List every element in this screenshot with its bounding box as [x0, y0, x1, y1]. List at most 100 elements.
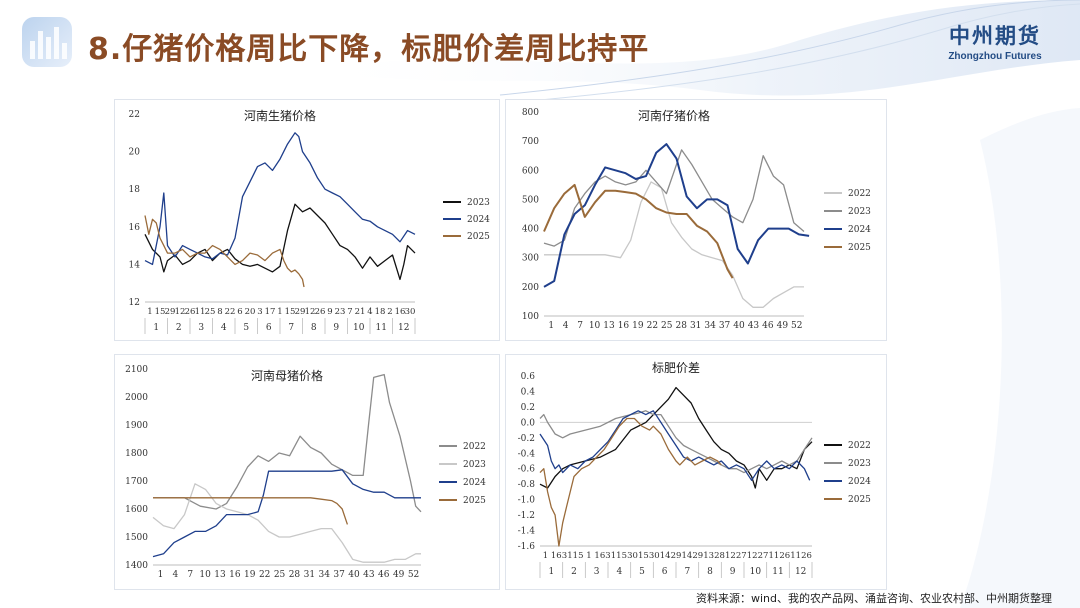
- x-tick-label: 16: [229, 570, 241, 580]
- legend-label-2025: 2025: [467, 232, 490, 242]
- y-tick-label: -0.4: [518, 449, 536, 459]
- chart-panel-spread: 标肥价差 -1.6 -1.4 -1.2 -1.0 -0.8 -0.6 -0.4 -0.2 0.0 0…: [505, 354, 887, 590]
- legend-label-2023: 2023: [848, 207, 871, 217]
- source-note: 资料来源：wind、我的农产品网、涌益咨询、农业农村部、中州期货整理: [695, 592, 1052, 605]
- x-tick-label: 10: [199, 570, 211, 580]
- x-tick-label: 37: [333, 570, 345, 580]
- y-tick-label: 2000: [125, 393, 148, 403]
- x-tick-label: 25: [274, 570, 286, 580]
- x-tick-label: 14: [660, 551, 671, 561]
- x-tick-label: 16: [618, 321, 630, 331]
- y-tick-label: -1.0: [518, 496, 536, 506]
- page-title: 8.仔猪价格周比下降，标肥价差周比持平: [88, 32, 650, 67]
- x-tick-label: 19: [632, 321, 644, 331]
- month-label: 10: [353, 323, 365, 333]
- x-tick-label: 30: [405, 307, 416, 317]
- legend-label-2022: 2022: [848, 441, 871, 451]
- x-tick-label: 10: [589, 321, 601, 331]
- x-tick-label: 13: [603, 321, 615, 331]
- x-tick-label: 4: [367, 307, 372, 317]
- month-label: 2: [176, 323, 182, 333]
- y-tick-label: 0.2: [521, 403, 535, 413]
- legend-label-2025: 2025: [848, 495, 871, 505]
- x-tick-label: 22: [647, 321, 658, 331]
- x-tick-label: 29: [692, 551, 703, 561]
- y-tick-label: -1.4: [518, 527, 536, 537]
- x-tick-label: 12: [725, 551, 736, 561]
- x-tick-label: 15: [638, 551, 649, 561]
- series-line-2025: [543, 183, 734, 279]
- x-tick-label: 22: [225, 307, 236, 317]
- y-tick-label: 0.0: [521, 418, 536, 428]
- x-tick-label: 52: [791, 321, 802, 331]
- x-tick-label: 22: [259, 570, 270, 580]
- y-tick-label: -0.8: [518, 480, 536, 490]
- series-line-2024: [539, 410, 811, 481]
- x-tick-label: 30: [649, 551, 660, 561]
- x-tick-label: 19: [244, 570, 256, 580]
- x-tick-label: 7: [577, 321, 583, 331]
- x-tick-label: 49: [777, 321, 789, 331]
- legend-label-2022: 2022: [463, 442, 486, 452]
- legend-label-2025: 2025: [848, 243, 871, 253]
- y-tick-label: -1.2: [518, 511, 535, 521]
- x-tick-label: 34: [318, 570, 330, 580]
- x-tick-label: 1: [277, 307, 282, 317]
- series-line-2025: [539, 417, 722, 547]
- x-tick-label: 2: [387, 307, 392, 317]
- x-tick-label: 15: [285, 307, 296, 317]
- x-tick-label: 34: [704, 321, 716, 331]
- month-label: 5: [639, 567, 645, 577]
- series-line-2025: [153, 497, 349, 525]
- x-tick-label: 31: [605, 551, 616, 561]
- x-tick-label: 21: [355, 307, 366, 317]
- month-label: 5: [243, 323, 249, 333]
- x-tick-label: 27: [758, 551, 769, 561]
- y-tick-label: 100: [522, 312, 539, 322]
- y-tick-label: 600: [522, 166, 539, 176]
- y-tick-label: 2100: [125, 365, 148, 375]
- x-tick-label: 46: [378, 570, 390, 580]
- x-tick-label: 13: [703, 551, 714, 561]
- month-label: 12: [795, 567, 806, 577]
- y-tick-label: 20: [129, 148, 141, 158]
- series-line-2023: [144, 203, 416, 281]
- y-tick-label: 18: [129, 185, 141, 195]
- x-tick-label: 11: [769, 551, 780, 561]
- x-tick-label: 16: [395, 307, 406, 317]
- x-tick-label: 29: [671, 551, 682, 561]
- x-tick-label: 13: [214, 570, 226, 580]
- brand-name-cn: 中州期货: [949, 24, 1041, 48]
- x-tick-label: 43: [363, 570, 375, 580]
- x-tick-label: 20: [245, 307, 256, 317]
- legend-label-2024: 2024: [848, 477, 871, 487]
- x-tick-label: 18: [375, 307, 386, 317]
- month-label: 11: [772, 567, 783, 577]
- series-line-2022: [153, 373, 422, 513]
- y-tick-label: 0.6: [521, 372, 536, 382]
- chart-panel-piglet: 河南仔猪价格 100 200 300 400 500 600 700 800 1 4 7 10 13 16 1…: [505, 99, 887, 341]
- x-tick-label: 7: [347, 307, 352, 317]
- x-tick-label: 1: [158, 570, 164, 580]
- x-tick-label: 52: [408, 570, 419, 580]
- month-label: 3: [198, 323, 204, 333]
- y-tick-label: 16: [129, 223, 141, 233]
- y-tick-label: 400: [522, 225, 539, 235]
- x-tick-label: 49: [393, 570, 405, 580]
- month-label: 7: [288, 323, 294, 333]
- y-tick-label: 500: [522, 195, 539, 205]
- x-tick-label: 11: [790, 551, 801, 561]
- y-tick-label: 1600: [125, 505, 148, 515]
- x-tick-label: 14: [681, 551, 692, 561]
- x-tick-label: 26: [779, 551, 790, 561]
- x-tick-label: 15: [155, 307, 166, 317]
- legend-label-2024: 2024: [467, 215, 490, 225]
- x-tick-label: 4: [563, 321, 569, 331]
- month-label: 8: [707, 567, 713, 577]
- chart-panel-sow: 河南母猪价格 1400 1500 1600 1700 1800 1900 2000 2100 1 4…: [114, 354, 500, 590]
- x-tick-label: 46: [762, 321, 774, 331]
- x-tick-label: 28: [675, 321, 687, 331]
- chart-title: 河南母猪价格: [251, 368, 323, 383]
- series-line-2024: [543, 143, 810, 288]
